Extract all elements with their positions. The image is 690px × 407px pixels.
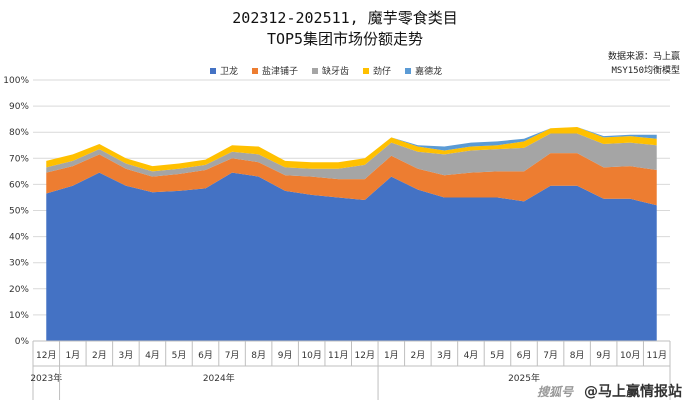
legend-swatch xyxy=(252,67,259,74)
chart-title: 202312-202511, 魔芋零食类目 xyxy=(232,9,458,27)
x-tick-label: 8月 xyxy=(251,350,266,361)
legend-item-jinzai: 劲仔 xyxy=(363,64,391,77)
legend-item-weilong: 卫龙 xyxy=(210,64,238,77)
x-tick-label: 9月 xyxy=(596,350,611,361)
x-tick-label: 11月 xyxy=(647,350,667,361)
y-tick-label: 100% xyxy=(3,76,29,86)
legend-item-jiadelong: 嘉德龙 xyxy=(405,64,442,77)
area-series-2 xyxy=(46,133,657,180)
x-tick-label: 6月 xyxy=(517,350,532,361)
legend-swatch xyxy=(312,67,319,74)
x-tick-label: 4月 xyxy=(145,350,160,361)
x-tick-label: 11月 xyxy=(328,350,348,361)
x-tick-label: 4月 xyxy=(464,350,479,361)
y-tick-label: 80% xyxy=(9,128,29,138)
watermark-text: @马上赢情报站 xyxy=(584,384,682,400)
y-tick-label: 0% xyxy=(15,337,30,347)
y-tick-label: 50% xyxy=(9,207,29,217)
legend-label: 盐津铺子 xyxy=(262,67,299,77)
area-series-0 xyxy=(46,172,657,341)
x-tick-label: 1月 xyxy=(65,350,80,361)
watermark-brand: 搜狐号 xyxy=(537,385,574,399)
x-tick-label: 8月 xyxy=(570,350,585,361)
year-label: 2024年 xyxy=(203,372,235,384)
legend-swatch xyxy=(363,67,370,74)
y-tick-label: 70% xyxy=(9,154,29,164)
legend-label: 劲仔 xyxy=(373,67,392,77)
x-tick-label: 6月 xyxy=(198,350,213,361)
x-tick-label: 5月 xyxy=(490,350,505,361)
x-tick-label: 2月 xyxy=(410,350,425,361)
x-tick-label: 9月 xyxy=(278,350,293,361)
area-series-3 xyxy=(46,126,657,172)
watermark: 搜狐号 @马上赢情报站 xyxy=(537,381,682,401)
x-tick-label: 3月 xyxy=(437,350,452,361)
x-tick-label: 2月 xyxy=(92,350,107,361)
y-tick-label: 10% xyxy=(9,311,29,321)
x-tick-label: 10月 xyxy=(301,350,321,361)
year-label: 2025年 xyxy=(508,372,540,384)
legend-item-queyachi: 缺牙齿 xyxy=(312,64,349,77)
x-tick-label: 5月 xyxy=(172,350,187,361)
y-tick-label: 90% xyxy=(9,102,29,112)
y-tick-label: 30% xyxy=(9,259,29,269)
x-tick-label: 12月 xyxy=(355,350,375,361)
chart-subtitle: TOP5集团市场份额走势 xyxy=(266,30,424,48)
x-tick-label: 7月 xyxy=(225,350,240,361)
y-tick-label: 20% xyxy=(9,285,29,295)
source-line-1: 数据来源：马上赢 xyxy=(607,52,680,62)
legend-swatch xyxy=(210,67,216,74)
source-line-2: MSY150均衡模型 xyxy=(611,66,680,76)
x-tick-label: 3月 xyxy=(119,350,134,361)
legend-label: 缺牙齿 xyxy=(322,67,350,77)
x-tick-label: 7月 xyxy=(543,350,558,361)
y-tick-label: 40% xyxy=(9,233,29,243)
legend-label: 嘉德龙 xyxy=(415,67,443,77)
legend-label: 卫龙 xyxy=(220,67,239,77)
legend-item-yanjin: 盐津铺子 xyxy=(252,64,298,77)
x-tick-label: 10月 xyxy=(620,350,640,361)
x-tick-label: 12月 xyxy=(36,350,56,361)
year-label: 2023年 xyxy=(30,372,62,384)
y-tick-label: 60% xyxy=(9,180,29,190)
x-tick-label: 1月 xyxy=(384,350,399,361)
legend-swatch xyxy=(405,67,412,74)
legend: 卫龙 盐津铺子 缺牙齿 劲仔 嘉德龙 xyxy=(210,64,442,77)
